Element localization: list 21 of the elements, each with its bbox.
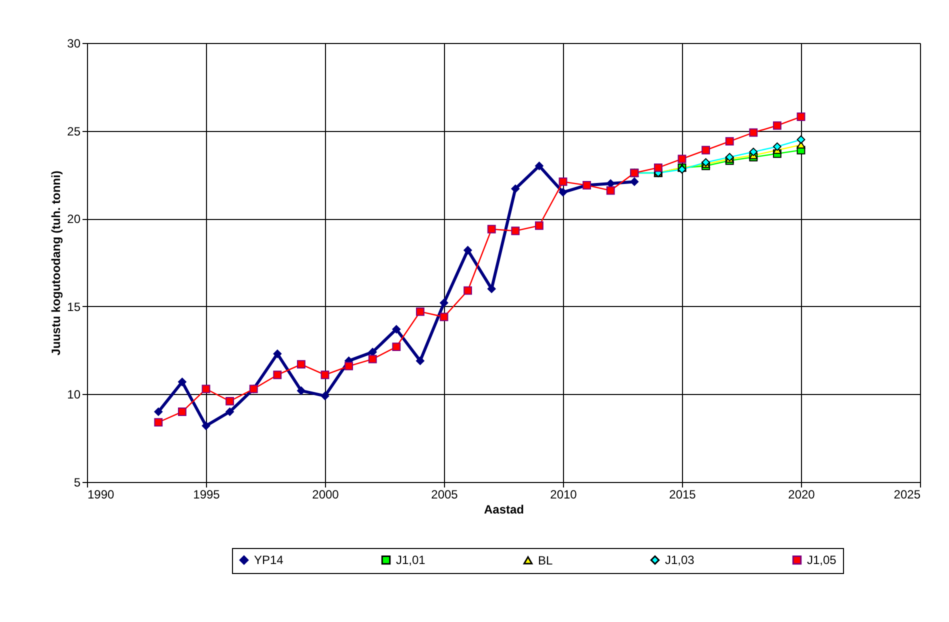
y-tick-label: 15 (67, 300, 81, 314)
y-tick-label: 5 (74, 476, 81, 490)
y-tick-label: 10 (67, 388, 81, 402)
y-tick-label: 20 (67, 212, 81, 226)
x-tick-label: 2010 (550, 488, 578, 502)
legend-label: J1,03 (665, 553, 695, 568)
x-tick-label: 2020 (788, 488, 816, 502)
x-tick-label: 1995 (193, 488, 220, 502)
legend-label: J1,01 (396, 553, 426, 568)
y-tick-label: 30 (67, 36, 81, 50)
x-tick-label: 2000 (312, 488, 340, 502)
x-tick-label: 1990 (88, 488, 115, 502)
y-axis-title: Juustu kogutoodang (tuh. tonni) (49, 170, 64, 356)
x-tick-label: 2025 (894, 488, 921, 502)
x-tick-label: 2015 (669, 488, 696, 502)
legend-label: YP14 (254, 553, 284, 568)
legend-label: BL (538, 553, 554, 568)
legend-label: J1,05 (807, 553, 837, 568)
y-tick-label: 25 (67, 124, 81, 138)
x-axis-title: Aastad (484, 502, 524, 516)
x-tick-label: 2005 (431, 488, 458, 502)
